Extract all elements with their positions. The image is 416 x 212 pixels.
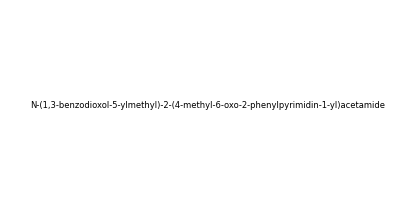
Text: N-(1,3-benzodioxol-5-ylmethyl)-2-(4-methyl-6-oxo-2-phenylpyrimidin-1-yl)acetamid: N-(1,3-benzodioxol-5-ylmethyl)-2-(4-meth… xyxy=(30,102,386,110)
